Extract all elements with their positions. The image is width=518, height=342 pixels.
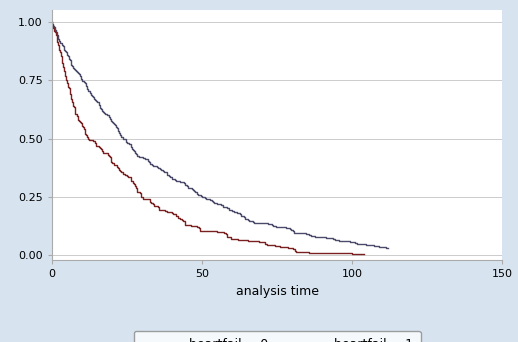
X-axis label: analysis time: analysis time — [236, 285, 319, 298]
Legend: heartfail = 0, heartfail = 1: heartfail = 0, heartfail = 1 — [134, 330, 421, 342]
